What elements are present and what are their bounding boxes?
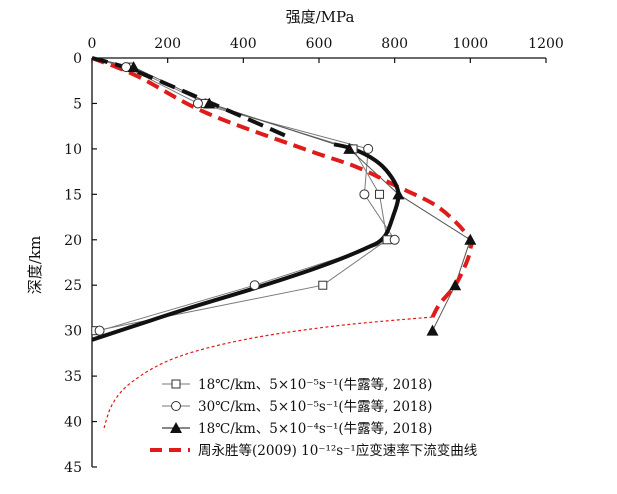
legend-triangle-marker: [170, 422, 182, 433]
circle-marker: [389, 234, 400, 245]
x-tick-label: 400: [230, 36, 257, 52]
x-tick-label: 600: [306, 36, 333, 52]
triangle-marker: [426, 324, 439, 336]
series-black-dashed-curve: [91, 56, 290, 139]
legend-item-square: 18℃/km、5×10⁻⁵s⁻¹(牛露等, 2018): [162, 376, 432, 393]
legend-item-triangle: 18℃/km、5×10⁻⁴s⁻¹(牛露等, 2018): [162, 420, 432, 437]
circle-marker: [359, 189, 370, 200]
legend-square-marker: [171, 379, 181, 389]
square-marker: [318, 280, 328, 290]
y-tick-label: 10: [64, 142, 82, 158]
legend-label-red-dashed: 周永胜等(2009) 10⁻¹²s⁻¹应变速率下流变曲线: [198, 442, 477, 459]
y-tick-label: 25: [64, 278, 82, 294]
x-tick-label: 0: [88, 36, 97, 52]
x-tick-label: 1200: [528, 36, 564, 52]
y-tick-label: 30: [64, 324, 82, 340]
circle-marker: [94, 325, 105, 336]
triangle-marker: [127, 61, 140, 73]
y-tick-label: 45: [64, 460, 82, 476]
x-tick-label: 200: [154, 36, 181, 52]
legend-label-triangle: 18℃/km、5×10⁻⁴s⁻¹(牛露等, 2018): [198, 420, 432, 437]
triangle-marker: [203, 97, 216, 109]
square-marker: [375, 189, 385, 199]
x-tick-label: 1000: [453, 36, 489, 52]
legend-label-square: 18℃/km、5×10⁻⁵s⁻¹(牛露等, 2018): [198, 376, 432, 393]
circle-marker: [192, 98, 203, 109]
x-axis-title: 强度/MPa: [286, 8, 355, 26]
y-tick-label: 15: [64, 187, 82, 203]
legend-label-circle: 30℃/km、5×10⁻⁵s⁻¹(牛露等, 2018): [198, 398, 432, 415]
legend: 18℃/km、5×10⁻⁵s⁻¹(牛露等, 2018) 30℃/km、5×10⁻…: [150, 376, 477, 459]
triangle-marker: [392, 188, 405, 200]
y-tick-label: 20: [64, 233, 82, 249]
series-red-dashed-curve: [91, 56, 474, 319]
y-axis-title: 深度/km: [26, 236, 44, 294]
triangle-marker: [343, 142, 356, 154]
circle-marker: [363, 143, 374, 154]
legend-circle-marker: [171, 401, 181, 411]
x-tick-label: 800: [381, 36, 408, 52]
triangle-marker: [449, 279, 462, 291]
triangle-marker: [464, 233, 477, 245]
legend-item-red-dashed: 周永胜等(2009) 10⁻¹²s⁻¹应变速率下流变曲线: [150, 442, 477, 459]
y-tick-label: 0: [73, 51, 82, 67]
y-tick-label: 35: [64, 369, 82, 385]
series-black-solid-curve: [91, 142, 401, 342]
y-tick-label: 5: [73, 96, 82, 112]
circle-marker: [249, 280, 260, 291]
legend-item-circle: 30℃/km、5×10⁻⁵s⁻¹(牛露等, 2018): [162, 398, 432, 415]
y-tick-label: 40: [64, 415, 82, 431]
